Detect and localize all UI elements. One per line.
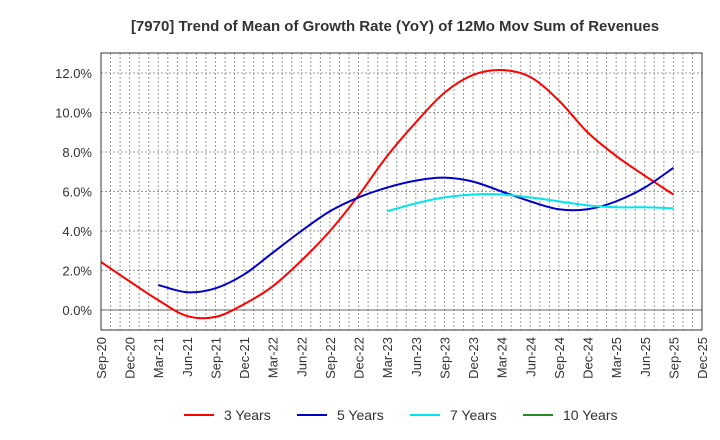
x-tick-label: Dec-25 — [695, 337, 710, 379]
x-tick-label: Jun-22 — [294, 337, 309, 377]
x-tick-label: Mar-23 — [380, 337, 395, 378]
y-tick-label: 8.0% — [62, 145, 92, 160]
series-lines — [100, 68, 674, 320]
series-line-7-years — [386, 193, 674, 213]
x-tick-label: Sep-22 — [323, 337, 338, 379]
y-tick-label: 0.0% — [62, 303, 92, 318]
x-tick-label: Mar-24 — [495, 337, 510, 378]
y-tick-label: 2.0% — [62, 264, 92, 279]
x-tick-label: Sep-23 — [437, 337, 452, 379]
series-line-5-years — [157, 166, 674, 294]
x-tick-label: Jun-23 — [409, 337, 424, 377]
legend-label: 3 Years — [224, 407, 271, 423]
x-tick-label: Sep-21 — [208, 337, 223, 379]
x-tick-label: Mar-21 — [151, 337, 166, 378]
x-tick-label: Jun-24 — [523, 337, 538, 377]
x-tick-label: Dec-22 — [352, 337, 367, 379]
x-tick-label: Jun-25 — [638, 337, 653, 377]
x-tick-label: Dec-23 — [466, 337, 481, 379]
x-tick-label: Mar-25 — [609, 337, 624, 378]
y-axis: 0.0% 2.0% 4.0% 6.0% 8.0% 10.0% 12.0% — [55, 66, 92, 318]
y-tick-label: 10.0% — [55, 106, 92, 121]
y-tick-label: 12.0% — [55, 66, 92, 81]
legend-label: 5 Years — [337, 407, 384, 423]
y-tick-label: 4.0% — [62, 224, 92, 239]
x-tick-label: Dec-20 — [123, 337, 138, 379]
chart-title: [7970] Trend of Mean of Growth Rate (YoY… — [131, 18, 659, 35]
x-tick-label: Dec-21 — [237, 337, 252, 379]
x-tick-label: Mar-22 — [266, 337, 281, 378]
x-tick-label: Sep-20 — [94, 337, 109, 379]
x-tick-label: Dec-24 — [581, 337, 596, 379]
grid — [101, 53, 702, 330]
x-tick-label: Sep-24 — [552, 337, 567, 379]
x-axis: Sep-20 Dec-20 Mar-21 Jun-21 Sep-21 Dec-21 Mar-… — [94, 337, 710, 379]
plot-frame — [100, 52, 703, 331]
x-tick-label: Sep-25 — [666, 337, 681, 379]
legend-label: 7 Years — [450, 407, 497, 423]
legend-label: 10 Years — [563, 407, 618, 423]
x-tick-label: Jun-21 — [180, 337, 195, 377]
y-tick-label: 6.0% — [62, 185, 92, 200]
series-line-3-years — [100, 68, 674, 320]
legend: 3 Years 5 Years 7 Years 10 Years — [184, 407, 618, 423]
